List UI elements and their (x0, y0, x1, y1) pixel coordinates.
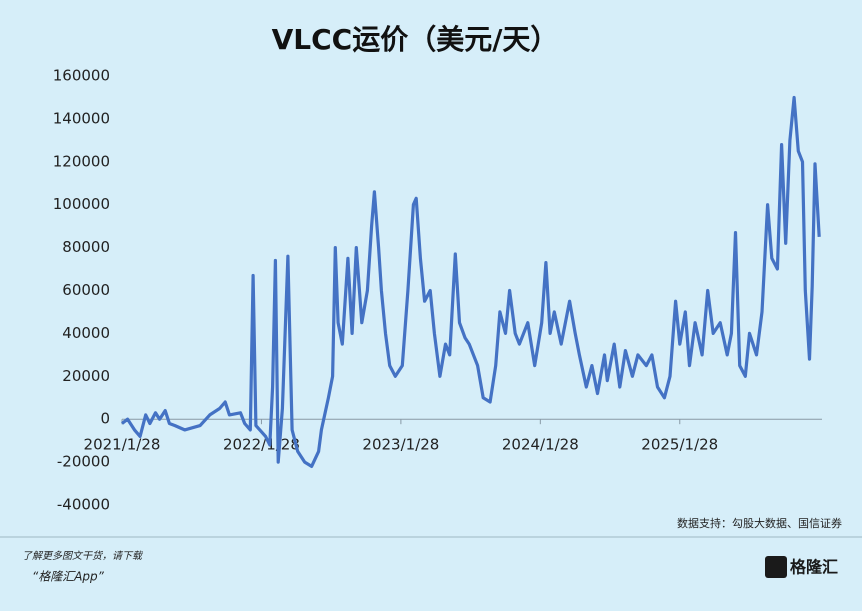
line-series (121, 95, 821, 468)
y-tick-label: 80000 (62, 238, 110, 256)
logo-icon (765, 556, 787, 578)
y-tick-label: 0 (100, 410, 110, 428)
x-tick-label: 2021/1/28 (84, 436, 161, 454)
x-tick-label: 2022/1/28 (223, 436, 300, 454)
source-note: 数据支持：勾股大数据、国信证券 (677, 516, 842, 530)
y-tick-label: -20000 (57, 453, 110, 471)
y-tick-label: 40000 (62, 324, 110, 342)
footer-text: 了解更多图文干货，请下载 (22, 550, 144, 562)
y-tick-label: -40000 (57, 496, 110, 514)
logo-text: 格隆汇 (790, 558, 838, 577)
footer-app: “格隆汇App” (32, 570, 105, 584)
y-tick-label: 120000 (53, 152, 110, 170)
chart-title: VLCC运价（美元/天） (272, 23, 559, 56)
y-tick-label: 160000 (53, 67, 110, 85)
y-tick-label: 60000 (62, 281, 110, 299)
y-tick-label: 20000 (62, 367, 110, 385)
x-tick-label: 2023/1/28 (362, 436, 439, 454)
x-tick-label: 2024/1/28 (502, 436, 579, 454)
y-tick-label: 100000 (53, 195, 110, 213)
y-tick-label: 140000 (53, 109, 110, 127)
x-tick-label: 2025/1/28 (641, 436, 718, 454)
